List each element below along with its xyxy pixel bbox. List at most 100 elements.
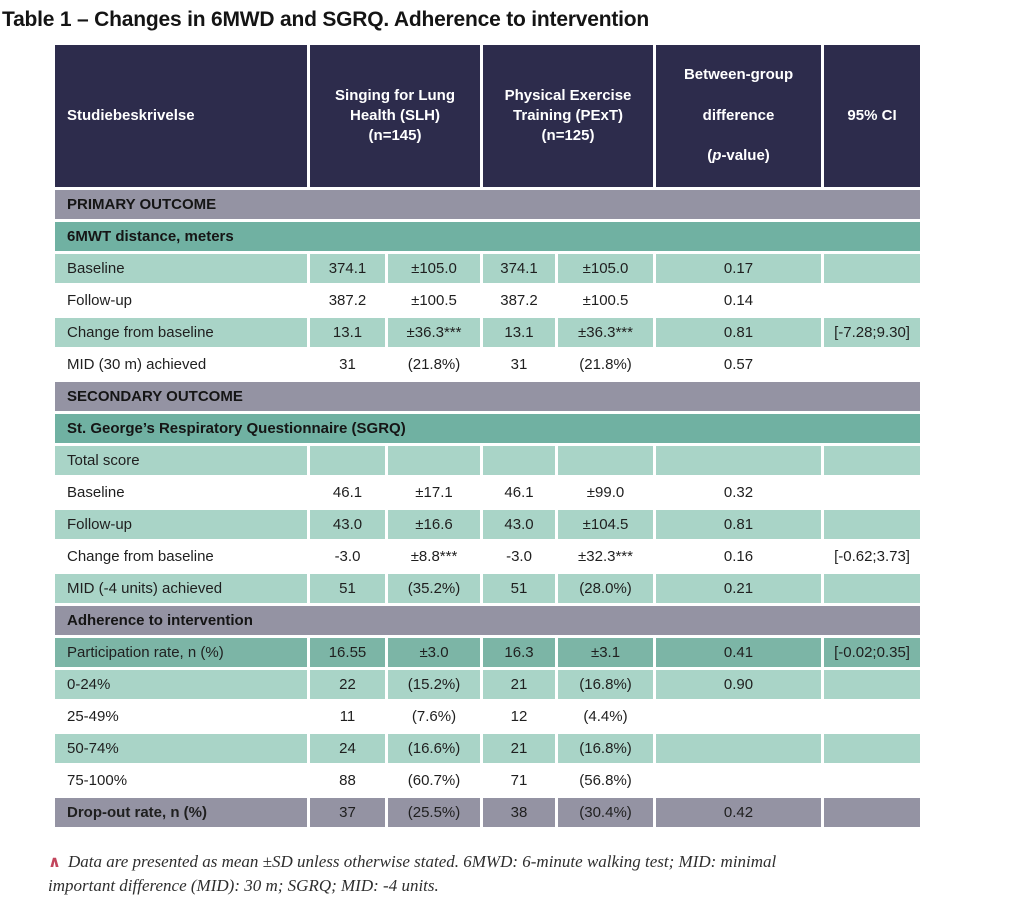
table-title: Table 1 – Changes in 6MWD and SGRQ. Adhe… (2, 8, 650, 31)
section-label: Adherence to intervention (55, 605, 921, 635)
row-label: Drop-out rate, n (%) (55, 797, 307, 827)
slh-mean-cell: 37 (310, 797, 385, 827)
table-row: MID (30 m) achieved 31 (21.8%) 31 (21.8%) 0.5… (55, 349, 921, 379)
95-ci-cell (824, 765, 921, 795)
95-ci-cell (824, 477, 921, 507)
pext-sd-cell: ±3.1 (558, 637, 654, 667)
p-value-cell: 0.42 (656, 797, 822, 827)
pext-mean-cell: 38 (483, 797, 556, 827)
table-row: 75-100% 88 (60.7%) 71 (56.8%) (55, 765, 921, 795)
pext-mean-cell: 12 (483, 701, 556, 731)
footnote: ∧ Data are presented as mean ±SD unless o… (48, 850, 804, 897)
section-row: 6MWT distance, meters (55, 221, 921, 251)
row-label: Participation rate, n (%) (55, 637, 307, 667)
table-row: Baseline 46.1 ±17.1 46.1 ±99.0 0.32 (55, 477, 921, 507)
table-row: Drop-out rate, n (%) 37 (25.5%) 38 (30.4%) 0.… (55, 797, 921, 827)
section-row: Adherence to intervention (55, 605, 921, 635)
slh-sd-cell: ±100.5 (388, 285, 481, 315)
95-ci-cell (824, 253, 921, 283)
pext-sd-cell: ±100.5 (558, 285, 654, 315)
row-label: 25-49% (55, 701, 307, 731)
p-value-cell: 0.90 (656, 669, 822, 699)
between-group-line3: (p-value) (707, 147, 770, 165)
pext-sd-cell: ±99.0 (558, 477, 654, 507)
header-row: Studiebeskrivelse Singing for Lung Healt… (55, 45, 921, 187)
p-value-cell (656, 765, 822, 795)
slh-sd-cell (388, 445, 481, 475)
slh-sd-cell: ±8.8*** (388, 541, 481, 571)
pext-mean-cell: 43.0 (483, 509, 556, 539)
slh-mean-cell: -3.0 (310, 541, 385, 571)
95-ci-cell (824, 733, 921, 763)
pext-mean-cell: 21 (483, 733, 556, 763)
between-group-line2: difference (702, 106, 775, 124)
table-row: 25-49% 11 (7.6%) 12 (4.4%) (55, 701, 921, 731)
95-ci-cell (824, 573, 921, 603)
slh-sd-cell: (25.5%) (388, 797, 481, 827)
95-ci-cell (824, 285, 921, 315)
slh-mean-cell: 43.0 (310, 509, 385, 539)
row-label: MID (-4 units) achieved (55, 573, 307, 603)
pext-mean-cell: 51 (483, 573, 556, 603)
slh-mean-cell: 22 (310, 669, 385, 699)
row-label: Follow-up (55, 509, 307, 539)
95-ci-cell: [-0.02;0.35] (824, 637, 921, 667)
p-value-cell: 0.21 (656, 573, 822, 603)
95-ci-cell (824, 669, 921, 699)
pext-sd-cell: (30.4%) (558, 797, 654, 827)
header-between-group-difference: Between-group difference (p-value) (656, 45, 822, 187)
table-row: Follow-up 43.0 ±16.6 43.0 ±104.5 0.81 (55, 509, 921, 539)
row-label: Total score (55, 445, 307, 475)
pext-sd-cell: (28.0%) (558, 573, 654, 603)
slh-mean-cell: 24 (310, 733, 385, 763)
pext-sd-cell: (16.8%) (558, 669, 654, 699)
pext-mean-cell: 13.1 (483, 317, 556, 347)
pext-mean-cell: 71 (483, 765, 556, 795)
pext-sd-cell: (4.4%) (558, 701, 654, 731)
section-label: St. George’s Respiratory Questionnaire (… (55, 413, 921, 443)
slh-mean-cell: 16.55 (310, 637, 385, 667)
slh-mean-cell: 51 (310, 573, 385, 603)
table-row: Follow-up 387.2 ±100.5 387.2 ±100.5 0.14 (55, 285, 921, 315)
pext-mean-cell: 374.1 (483, 253, 556, 283)
table-row: Baseline 374.1 ±105.0 374.1 ±105.0 0.17 (55, 253, 921, 283)
row-label: Change from baseline (55, 541, 307, 571)
pext-mean-cell: 21 (483, 669, 556, 699)
pext-mean-cell: 387.2 (483, 285, 556, 315)
row-label: Change from baseline (55, 317, 307, 347)
p-value-cell: 0.17 (656, 253, 822, 283)
pext-mean-cell: 16.3 (483, 637, 556, 667)
slh-sd-cell: (35.2%) (388, 573, 481, 603)
95-ci-cell (824, 445, 921, 475)
slh-sd-cell: (21.8%) (388, 349, 481, 379)
table-row: Change from baseline 13.1 ±36.3*** 13.1 ±36.… (55, 317, 921, 347)
pext-sd-cell (558, 445, 654, 475)
pext-sd-cell: (16.8%) (558, 733, 654, 763)
slh-sd-cell: (15.2%) (388, 669, 481, 699)
p-value-cell: 0.14 (656, 285, 822, 315)
pext-mean-cell (483, 445, 556, 475)
table-row: Change from baseline -3.0 ±8.8*** -3.0 ±32.3… (55, 541, 921, 571)
slh-sd-cell: (7.6%) (388, 701, 481, 731)
header-95ci: 95% CI (824, 45, 921, 187)
footnote-text: Data are presented as mean ±SD unless ot… (48, 851, 777, 895)
row-label: 50-74% (55, 733, 307, 763)
page: Table 1 – Changes in 6MWD and SGRQ. Adhe… (2, 8, 923, 895)
slh-sd-cell: ±3.0 (388, 637, 481, 667)
row-label: 75-100% (55, 765, 307, 795)
section-row: St. George’s Respiratory Questionnaire (… (55, 413, 921, 443)
section-row: PRIMARY OUTCOME (55, 189, 921, 219)
pext-mean-cell: 46.1 (483, 477, 556, 507)
section-label: 6MWT distance, meters (55, 221, 921, 251)
section-label: PRIMARY OUTCOME (55, 189, 921, 219)
between-group-line1: Between-group (683, 66, 794, 84)
table-body: PRIMARY OUTCOME 6MWT distance, meters Base… (55, 189, 921, 827)
p-value-cell: 0.81 (656, 509, 822, 539)
results-table: Studiebeskrivelse Singing for Lung Healt… (52, 42, 923, 830)
table-row: Participation rate, n (%) 16.55 ±3.0 16.3 ±3… (55, 637, 921, 667)
slh-mean-cell: 88 (310, 765, 385, 795)
95-ci-cell (824, 349, 921, 379)
slh-sd-cell: ±17.1 (388, 477, 481, 507)
header-slh: Singing for Lung Health (SLH) (n=145) (310, 45, 481, 187)
pext-sd-cell: ±104.5 (558, 509, 654, 539)
